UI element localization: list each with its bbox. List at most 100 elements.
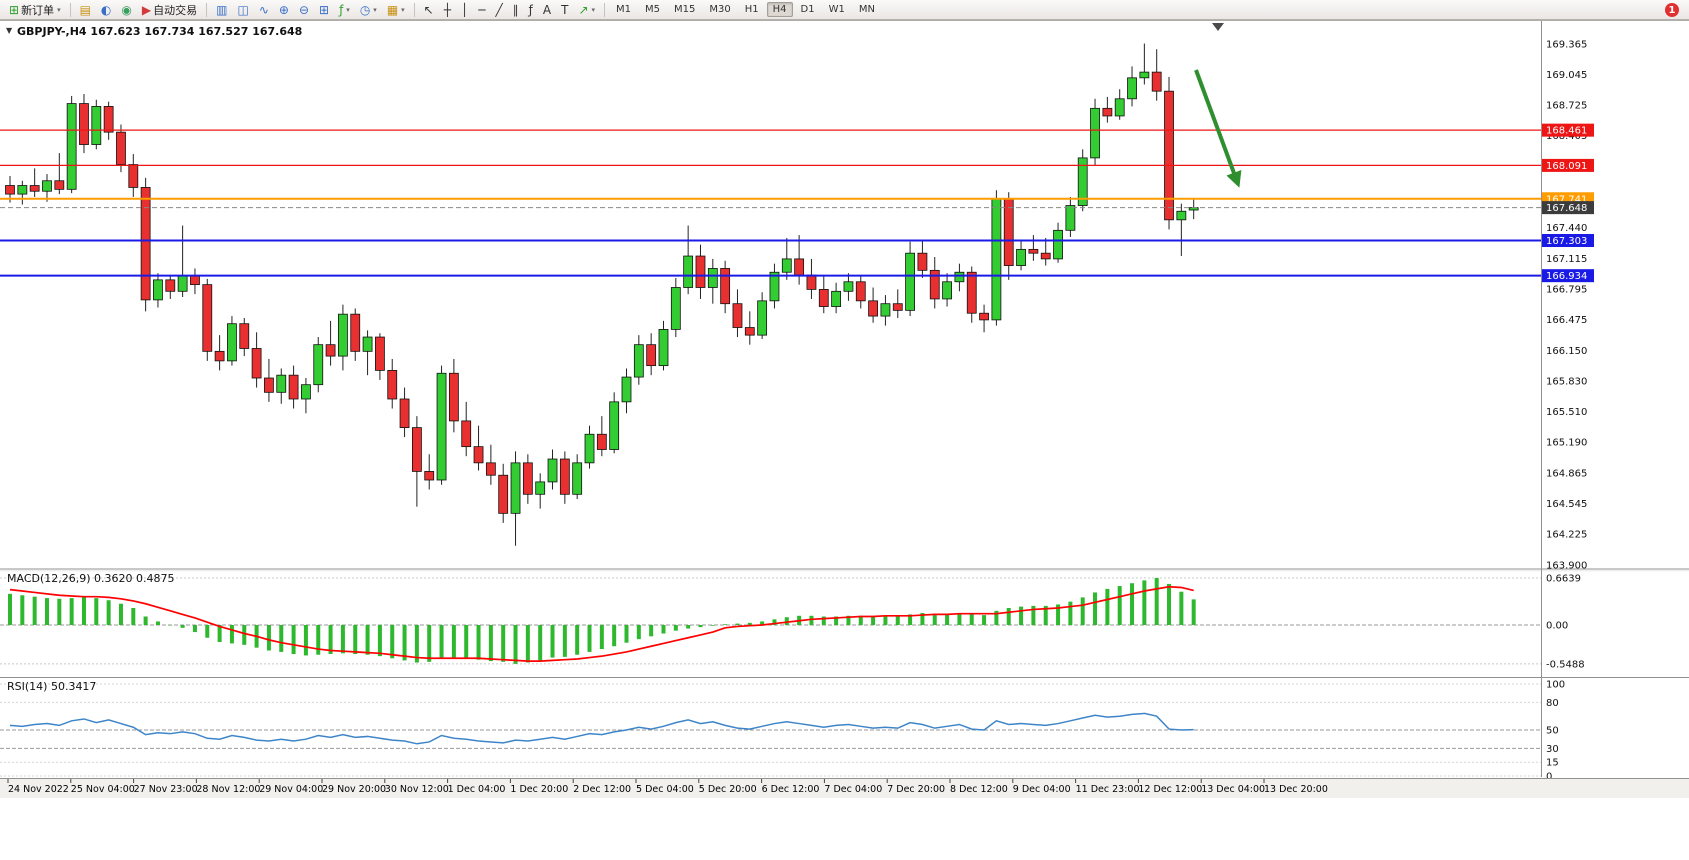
- svg-text:165.830: 165.830: [1546, 376, 1587, 387]
- timeframe-mn[interactable]: MN: [858, 4, 875, 15]
- auto-trading-icon: ▶: [141, 2, 152, 17]
- chevron-down-icon: ▾: [401, 5, 405, 14]
- fibonacci-tool[interactable]: ƒ: [525, 1, 537, 19]
- market-watch-icon: ◐: [100, 2, 112, 17]
- crosshair-icon: ┼: [443, 2, 451, 17]
- zoom-in-icon: ⊕: [278, 2, 289, 17]
- chart-window-icon: ▤: [79, 2, 91, 17]
- vertical-line-tool[interactable]: │: [457, 1, 472, 19]
- timeframe-h1[interactable]: H1: [744, 4, 759, 15]
- arrow-annotation[interactable]: [1194, 69, 1242, 188]
- timeframe-group: M1 M5 M15 M30 H1 H4 D1 W1 MN: [609, 2, 882, 17]
- toolbar-separator: [413, 2, 415, 17]
- charts-window-button[interactable]: ▤: [76, 1, 95, 19]
- arrows-tool[interactable]: ↗ ▾: [574, 1, 599, 19]
- notification-badge[interactable]: 1: [1665, 3, 1679, 17]
- line-chart-button[interactable]: ∿: [255, 1, 273, 19]
- svg-text:13 Dec 20:00: 13 Dec 20:00: [1264, 784, 1328, 795]
- indicators-button[interactable]: ƒ ▾: [335, 1, 354, 19]
- svg-text:30 Nov 12:00: 30 Nov 12:00: [385, 784, 449, 795]
- price-label-166.934: [1542, 269, 1594, 283]
- svg-text:1 Dec 04:00: 1 Dec 04:00: [448, 784, 506, 795]
- chart-shift-marker[interactable]: [1212, 23, 1224, 31]
- chevron-down-icon: ▾: [346, 5, 350, 14]
- new-order-button[interactable]: ⊞ 新订单 ▾: [5, 1, 65, 19]
- svg-text:7 Dec 04:00: 7 Dec 04:00: [824, 784, 882, 795]
- trendline-tool[interactable]: ╱: [491, 1, 506, 19]
- svg-text:166.150: 166.150: [1546, 346, 1587, 357]
- zoom-out-button[interactable]: ⊖: [295, 1, 313, 19]
- toolbar-separator: [69, 2, 71, 17]
- svg-text:166.934: 166.934: [1546, 271, 1587, 282]
- price-label-168.461: [1542, 123, 1594, 137]
- svg-text:165.190: 165.190: [1546, 437, 1587, 448]
- svg-text:8 Dec 12:00: 8 Dec 12:00: [950, 784, 1008, 795]
- timeframe-m5[interactable]: M5: [645, 4, 661, 15]
- svg-text:0.6639: 0.6639: [1546, 573, 1581, 584]
- svg-text:1 Dec 20:00: 1 Dec 20:00: [510, 784, 568, 795]
- toolbar-separator: [604, 2, 606, 17]
- svg-text:13 Dec 04:00: 13 Dec 04:00: [1201, 784, 1265, 795]
- navigator-button[interactable]: ◉: [117, 1, 135, 19]
- timeframe-d1[interactable]: D1: [800, 4, 815, 15]
- bar-chart-icon: ▥: [216, 2, 228, 17]
- macd-indicator-label: MACD(12,26,9) 0.3620 0.4875: [7, 572, 175, 585]
- one-click-trading-toggle[interactable]: ▼: [6, 26, 13, 35]
- svg-text:166.795: 166.795: [1546, 284, 1587, 295]
- svg-text:166.475: 166.475: [1546, 315, 1587, 326]
- bar-chart-button[interactable]: ▥: [212, 1, 231, 19]
- navigator-icon: ◉: [121, 2, 132, 17]
- cursor-tool[interactable]: ↖: [420, 1, 438, 19]
- svg-text:167.303: 167.303: [1546, 236, 1587, 247]
- channel-tool[interactable]: ∥: [509, 1, 523, 19]
- svg-text:164.225: 164.225: [1546, 529, 1587, 540]
- timeframe-m15[interactable]: M15: [674, 4, 696, 15]
- svg-text:168.725: 168.725: [1546, 100, 1587, 111]
- templates-button[interactable]: ▦ ▾: [383, 1, 409, 19]
- svg-text:5 Dec 04:00: 5 Dec 04:00: [636, 784, 694, 795]
- new-order-icon: ⊞: [9, 2, 20, 17]
- vertical-line-icon: │: [460, 2, 469, 17]
- timeframe-m1[interactable]: M1: [616, 4, 632, 15]
- trendline-icon: ╱: [495, 2, 503, 17]
- svg-text:2 Dec 12:00: 2 Dec 12:00: [573, 784, 631, 795]
- text-icon: A: [542, 2, 552, 17]
- svg-text:165.510: 165.510: [1546, 407, 1587, 418]
- svg-text:9 Dec 04:00: 9 Dec 04:00: [1013, 784, 1071, 795]
- template-icon: ▦: [386, 2, 399, 17]
- channel-icon: ∥: [512, 2, 519, 17]
- auto-trading-button[interactable]: ▶ 自动交易: [138, 1, 201, 19]
- svg-text:28 Nov 12:00: 28 Nov 12:00: [196, 784, 260, 795]
- line-chart-icon: ∿: [258, 2, 269, 17]
- crosshair-tool[interactable]: ┼: [440, 1, 455, 19]
- horizontal-line-tool[interactable]: ─: [474, 1, 489, 19]
- text-tool[interactable]: A: [539, 1, 555, 19]
- rsi-indicator-label: RSI(14) 50.3417: [7, 680, 97, 693]
- macd-signal-line: [9, 585, 1194, 662]
- svg-text:5 Dec 20:00: 5 Dec 20:00: [699, 784, 757, 795]
- svg-text:29 Nov 20:00: 29 Nov 20:00: [322, 784, 386, 795]
- text-label-tool[interactable]: T: [557, 1, 572, 19]
- zoom-out-icon: ⊖: [298, 2, 309, 17]
- market-watch-button[interactable]: ◐: [97, 1, 115, 19]
- periods-button[interactable]: ◷ ▾: [356, 1, 381, 19]
- chart-title: GBPJPY-,H4 167.623 167.734 167.527 167.6…: [17, 25, 303, 38]
- time-scale[interactable]: [0, 778, 1689, 798]
- tile-windows-button[interactable]: ⊞: [315, 1, 333, 19]
- timeframe-h4[interactable]: H4: [766, 2, 793, 17]
- timeframe-w1[interactable]: W1: [828, 4, 845, 15]
- svg-text:167.440: 167.440: [1546, 223, 1587, 234]
- timeframe-m30[interactable]: M30: [709, 4, 731, 15]
- svg-text:167.115: 167.115: [1546, 254, 1587, 265]
- clock-icon: ◷: [359, 2, 371, 17]
- zoom-in-button[interactable]: ⊕: [275, 1, 293, 19]
- fibonacci-icon: ƒ: [528, 2, 533, 17]
- candlestick-chart-button[interactable]: ◫: [233, 1, 252, 19]
- svg-text:30: 30: [1546, 744, 1559, 755]
- toolbar: ⊞ 新订单 ▾ ▤ ◐ ◉ ▶ 自动交易 ▥ ◫ ∿ ⊕ ⊖ ⊞ ƒ ▾ ◷ ▾ ▦ ▾ ↖ ┼ │ ─ ╱ ∥ ƒ A T ↗ ▾ M1 M5…: [0, 0, 1689, 20]
- price-scale[interactable]: [1542, 21, 1689, 777]
- text-label-icon: T: [561, 2, 569, 17]
- chevron-down-icon: ▾: [373, 5, 377, 14]
- new-order-button-label: 新订单: [21, 3, 55, 17]
